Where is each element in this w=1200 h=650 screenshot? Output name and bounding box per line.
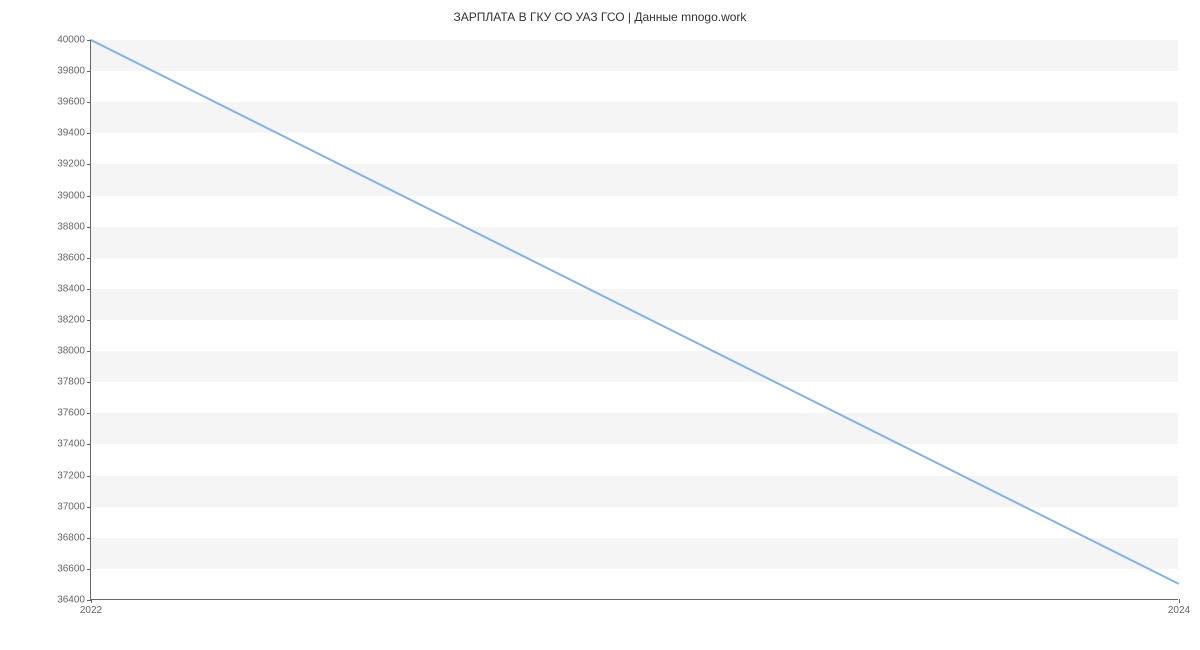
y-tick-mark bbox=[87, 507, 91, 508]
line-series-salary bbox=[91, 40, 1178, 583]
y-tick-label: 37200 bbox=[57, 470, 85, 481]
y-tick-mark bbox=[87, 538, 91, 539]
y-tick-mark bbox=[87, 476, 91, 477]
y-tick-mark bbox=[87, 289, 91, 290]
y-tick-label: 38600 bbox=[57, 252, 85, 263]
y-tick-label: 40000 bbox=[57, 35, 85, 46]
y-tick-label: 38800 bbox=[57, 221, 85, 232]
y-tick-mark bbox=[87, 196, 91, 197]
y-tick-mark bbox=[87, 569, 91, 570]
y-tick-mark bbox=[87, 413, 91, 414]
y-tick-label: 39200 bbox=[57, 159, 85, 170]
y-tick-mark bbox=[87, 102, 91, 103]
y-tick-mark bbox=[87, 320, 91, 321]
y-tick-label: 36600 bbox=[57, 563, 85, 574]
plot-area: 3640036600368003700037200374003760037800… bbox=[90, 40, 1178, 600]
chart-title: ЗАРПЛАТА В ГКУ СО УАЗ ГСО | Данные mnogo… bbox=[0, 0, 1200, 24]
y-tick-label: 36400 bbox=[57, 595, 85, 606]
y-tick-mark bbox=[87, 71, 91, 72]
y-tick-label: 36800 bbox=[57, 532, 85, 543]
x-tick-mark bbox=[91, 599, 92, 603]
y-tick-mark bbox=[87, 133, 91, 134]
y-tick-label: 38200 bbox=[57, 315, 85, 326]
y-tick-label: 39000 bbox=[57, 190, 85, 201]
x-tick-label: 2022 bbox=[80, 605, 102, 616]
y-tick-label: 37000 bbox=[57, 501, 85, 512]
y-tick-mark bbox=[87, 40, 91, 41]
line-series-layer bbox=[91, 40, 1178, 599]
chart-container: 3640036600368003700037200374003760037800… bbox=[90, 40, 1178, 600]
y-tick-label: 38400 bbox=[57, 283, 85, 294]
y-tick-label: 37600 bbox=[57, 408, 85, 419]
y-tick-mark bbox=[87, 444, 91, 445]
y-tick-mark bbox=[87, 164, 91, 165]
y-tick-mark bbox=[87, 258, 91, 259]
x-tick-label: 2024 bbox=[1168, 605, 1190, 616]
y-tick-label: 37400 bbox=[57, 439, 85, 450]
x-tick-mark bbox=[1179, 599, 1180, 603]
y-tick-label: 39800 bbox=[57, 66, 85, 77]
y-tick-label: 38000 bbox=[57, 346, 85, 357]
y-tick-mark bbox=[87, 227, 91, 228]
y-tick-label: 37800 bbox=[57, 377, 85, 388]
y-tick-mark bbox=[87, 351, 91, 352]
y-tick-mark bbox=[87, 382, 91, 383]
y-tick-label: 39400 bbox=[57, 128, 85, 139]
y-tick-label: 39600 bbox=[57, 97, 85, 108]
